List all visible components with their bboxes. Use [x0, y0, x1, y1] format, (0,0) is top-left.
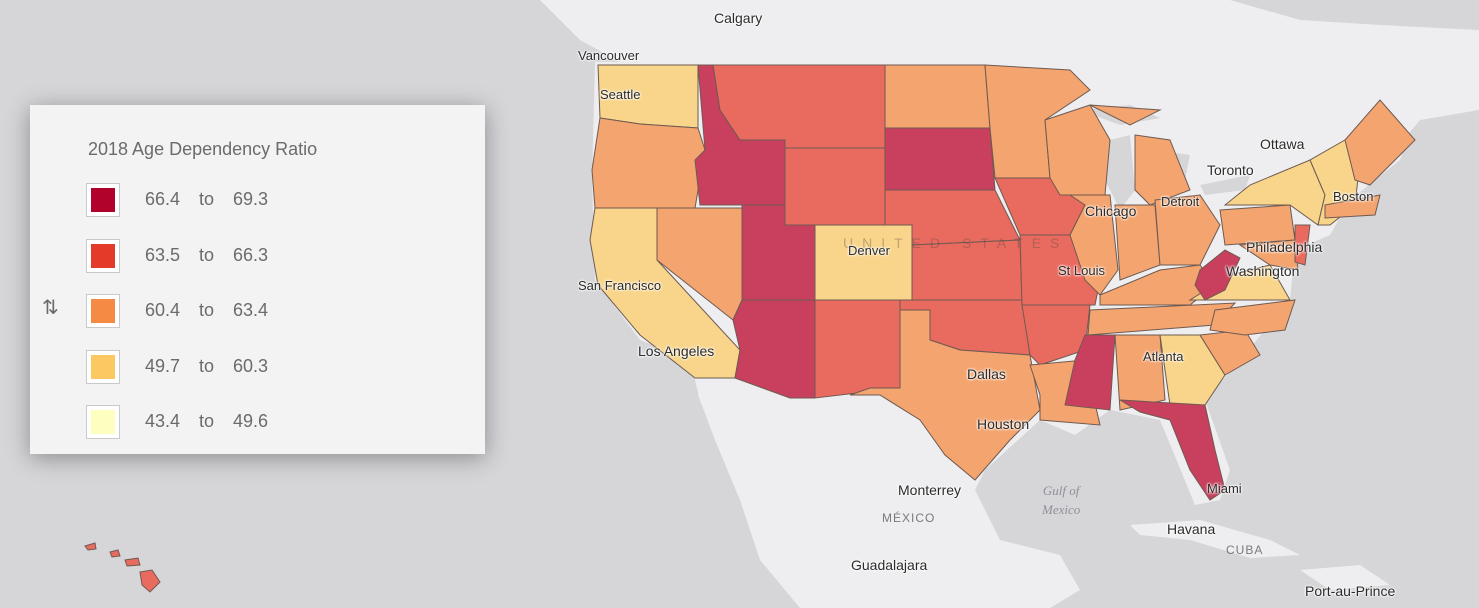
legend-swatch-fill	[91, 299, 115, 323]
label-atlanta: Atlanta	[1143, 349, 1184, 364]
state-new-mexico[interactable]	[814, 299, 901, 399]
legend-row: 63.5 to 66.3	[86, 239, 386, 273]
legend-swatch-fill	[91, 244, 115, 268]
legend-from-value: 49.7	[145, 356, 181, 376]
hawaii-island-1	[84, 542, 97, 551]
legend-swatch	[86, 239, 120, 273]
legend-swatch	[86, 350, 120, 384]
state-north-dakota[interactable]	[884, 64, 991, 129]
state-maryland-delaware[interactable]	[1238, 239, 1299, 271]
hawaii-island-4	[139, 569, 161, 593]
label-united-states: UNITED STATES	[843, 235, 1069, 251]
legend-to-value: 49.6	[233, 411, 269, 431]
state-mississippi[interactable]	[1064, 334, 1116, 411]
legend-to-word: to	[199, 189, 215, 209]
legend-title: 2018 Age Dependency Ratio	[88, 139, 318, 159]
legend-from-value: 60.4	[145, 300, 181, 320]
legend-swatch-fill	[91, 355, 115, 379]
sort-arrows-icon[interactable]: ⇅	[42, 297, 59, 319]
state-alabama[interactable]	[1114, 334, 1166, 411]
mexico-land	[690, 360, 1080, 608]
baja-land	[698, 380, 770, 530]
state-new-jersey[interactable]	[1294, 224, 1311, 266]
label-st-louis: St Louis	[1058, 263, 1105, 278]
legend-row: 60.4 to 63.4	[86, 294, 386, 328]
legend-row: 49.7 to 60.3	[86, 350, 386, 384]
label-seattle: Seattle	[600, 87, 641, 102]
label-houston: Houston	[977, 416, 1030, 432]
label-toronto: Toronto	[1207, 162, 1254, 178]
label-ottawa: Ottawa	[1260, 136, 1305, 152]
legend-from-value: 66.4	[145, 189, 181, 209]
hawaii-island-3	[124, 557, 141, 567]
legend-swatch	[86, 183, 120, 217]
label-gulf-of-mexico: Gulf of Mexico	[1042, 481, 1080, 519]
label-denver: Denver	[848, 243, 890, 258]
hawaii-island-2	[109, 549, 121, 558]
label-boston: Boston	[1333, 189, 1374, 204]
legend-to-word: to	[199, 245, 215, 265]
state-michigan[interactable]	[1089, 104, 1191, 206]
gulf-line-2: Mexico	[1042, 502, 1081, 517]
label-mexico: MÉXICO	[882, 511, 936, 525]
state-west-virginia[interactable]	[1194, 249, 1241, 301]
label-havana: Havana	[1167, 521, 1216, 537]
label-philadelphia: Philadelphia	[1246, 239, 1323, 255]
label-dallas: Dallas	[967, 366, 1006, 382]
state-oregon[interactable]	[591, 117, 706, 209]
legend-from-value: 63.5	[145, 245, 181, 265]
legend-to-value: 66.3	[233, 245, 269, 265]
state-south-dakota[interactable]	[884, 127, 996, 191]
state-illinois[interactable]	[1068, 194, 1119, 296]
state-north-carolina[interactable]	[1209, 299, 1296, 336]
state-montana[interactable]	[712, 64, 886, 149]
state-wyoming[interactable]	[784, 147, 886, 226]
state-massachusetts[interactable]	[1324, 194, 1381, 219]
hispaniola-land	[1300, 565, 1390, 590]
state-maine[interactable]	[1344, 99, 1416, 186]
legend-from-value: 43.4	[145, 411, 181, 431]
hawaii-islands	[84, 542, 161, 593]
label-los-angeles: Los Angeles	[638, 343, 715, 359]
label-washington: Washington	[1226, 263, 1300, 279]
cuba-land	[1130, 520, 1300, 558]
legend-swatch	[86, 294, 120, 328]
legend-to-word: to	[199, 300, 215, 320]
label-san-francisco: San Francisco	[578, 278, 662, 293]
state-polygons	[589, 64, 1416, 501]
legend-to-word: to	[199, 356, 215, 376]
legend-swatch	[86, 405, 120, 439]
label-monterrey: Monterrey	[898, 482, 962, 498]
label-miami: Miami	[1207, 481, 1242, 496]
label-chicago: Chicago	[1085, 203, 1137, 219]
label-cuba: CUBA	[1226, 543, 1264, 557]
legend-to-value: 63.4	[233, 300, 269, 320]
state-ohio[interactable]	[1154, 194, 1221, 266]
legend-to-word: to	[199, 411, 215, 431]
legend-swatch-fill	[91, 410, 115, 434]
legend-swatch-fill	[91, 188, 115, 212]
gulf-line-1: Gulf of	[1042, 483, 1080, 498]
state-georgia[interactable]	[1159, 334, 1226, 406]
state-florida[interactable]	[1119, 399, 1226, 501]
state-texas[interactable]	[849, 309, 1041, 481]
label-guadalajara: Guadalajara	[851, 557, 928, 573]
legend-to-value: 69.3	[233, 189, 269, 209]
legend-panel: 2018 Age Dependency Ratio ⇅ 66.4 to 69.3…	[30, 105, 485, 454]
legend-row: 66.4 to 69.3	[86, 183, 386, 217]
label-calgary: Calgary	[714, 10, 763, 26]
label-detroit: Detroit	[1161, 194, 1200, 209]
label-port-au-prince: Port-au-Prince	[1305, 583, 1396, 599]
legend-to-value: 60.3	[233, 356, 269, 376]
canada-land	[540, 0, 1479, 200]
state-arkansas[interactable]	[1021, 304, 1091, 366]
legend-row: 43.4 to 49.6	[86, 405, 386, 439]
label-vancouver: Vancouver	[578, 48, 640, 63]
